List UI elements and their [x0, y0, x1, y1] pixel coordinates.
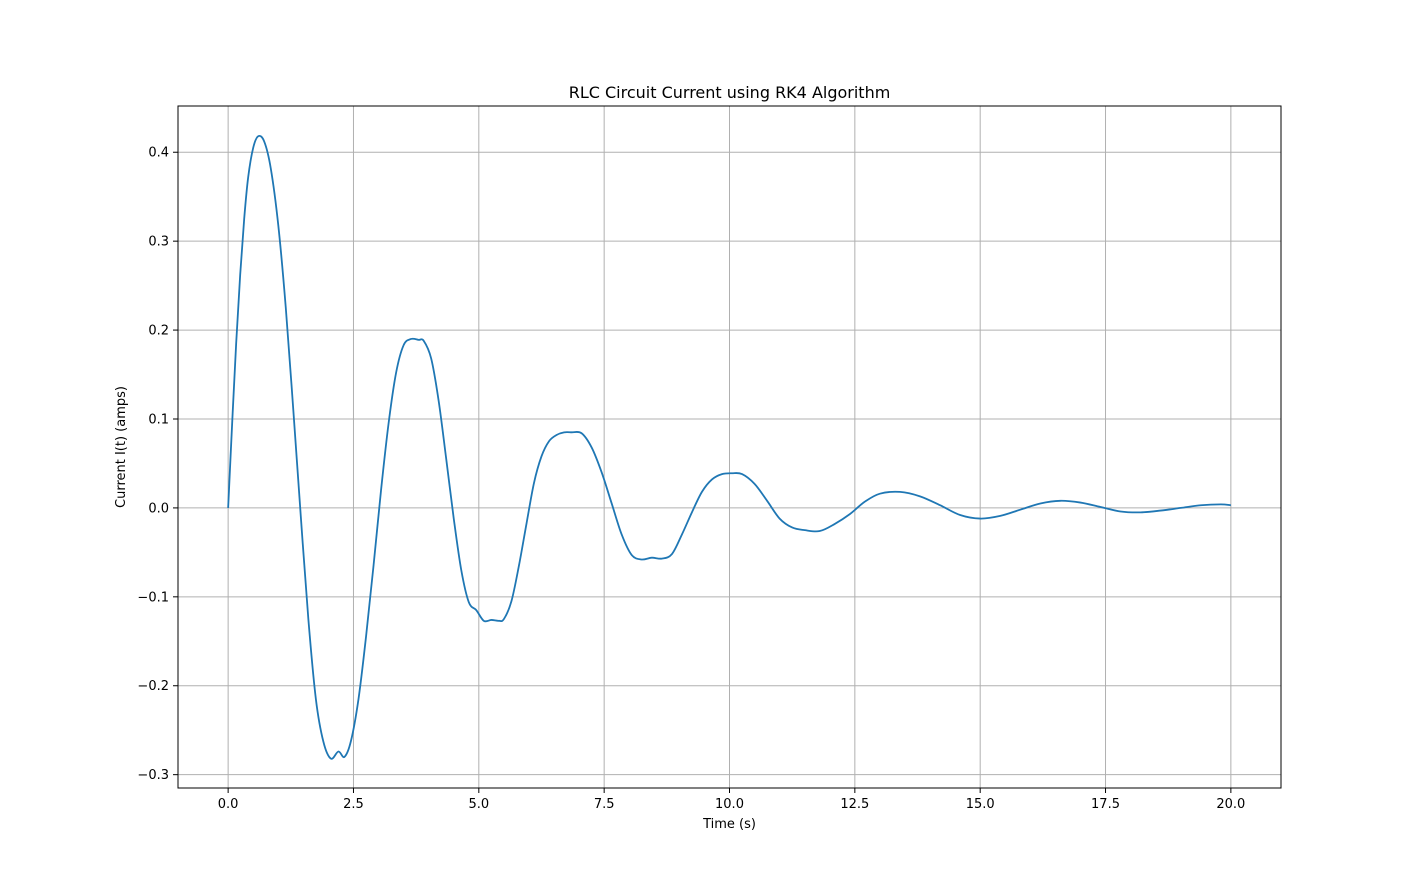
x-axis-label: Time (s) — [702, 817, 756, 832]
y-tick-label: −0.2 — [137, 679, 169, 694]
x-tick-label: 5.0 — [468, 797, 489, 812]
y-tick-label: 0.3 — [148, 235, 169, 250]
x-tick-label: 2.5 — [343, 797, 364, 812]
y-tick-label: −0.1 — [137, 590, 169, 605]
grid — [178, 106, 1281, 788]
x-tick-label: 7.5 — [594, 797, 615, 812]
y-tick-label: 0.4 — [148, 146, 169, 161]
x-tick-label: 17.5 — [1091, 797, 1120, 812]
x-tick-label: 15.0 — [966, 797, 995, 812]
y-axis-label: Current I(t) (amps) — [114, 386, 129, 508]
x-tick-label: 10.0 — [715, 797, 744, 812]
chart-title: RLC Circuit Current using RK4 Algorithm — [569, 83, 891, 102]
series-layer — [227, 134, 1231, 760]
x-tick-label: 20.0 — [1216, 797, 1245, 812]
series-line — [227, 134, 1231, 760]
y-tick-label: 0.2 — [148, 324, 169, 339]
x-tick-label: 0.0 — [218, 797, 239, 812]
y-tick-label: 0.0 — [148, 501, 169, 516]
y-tick-label: −0.3 — [137, 768, 169, 783]
ticks: 0.0 2.5 5.0 7.5 10.0 12.5 15.0 17.5 20.0 −0.3 −0.2… — [137, 146, 1245, 812]
x-tick-label: 12.5 — [840, 797, 869, 812]
y-tick-label: 0.1 — [148, 412, 169, 427]
